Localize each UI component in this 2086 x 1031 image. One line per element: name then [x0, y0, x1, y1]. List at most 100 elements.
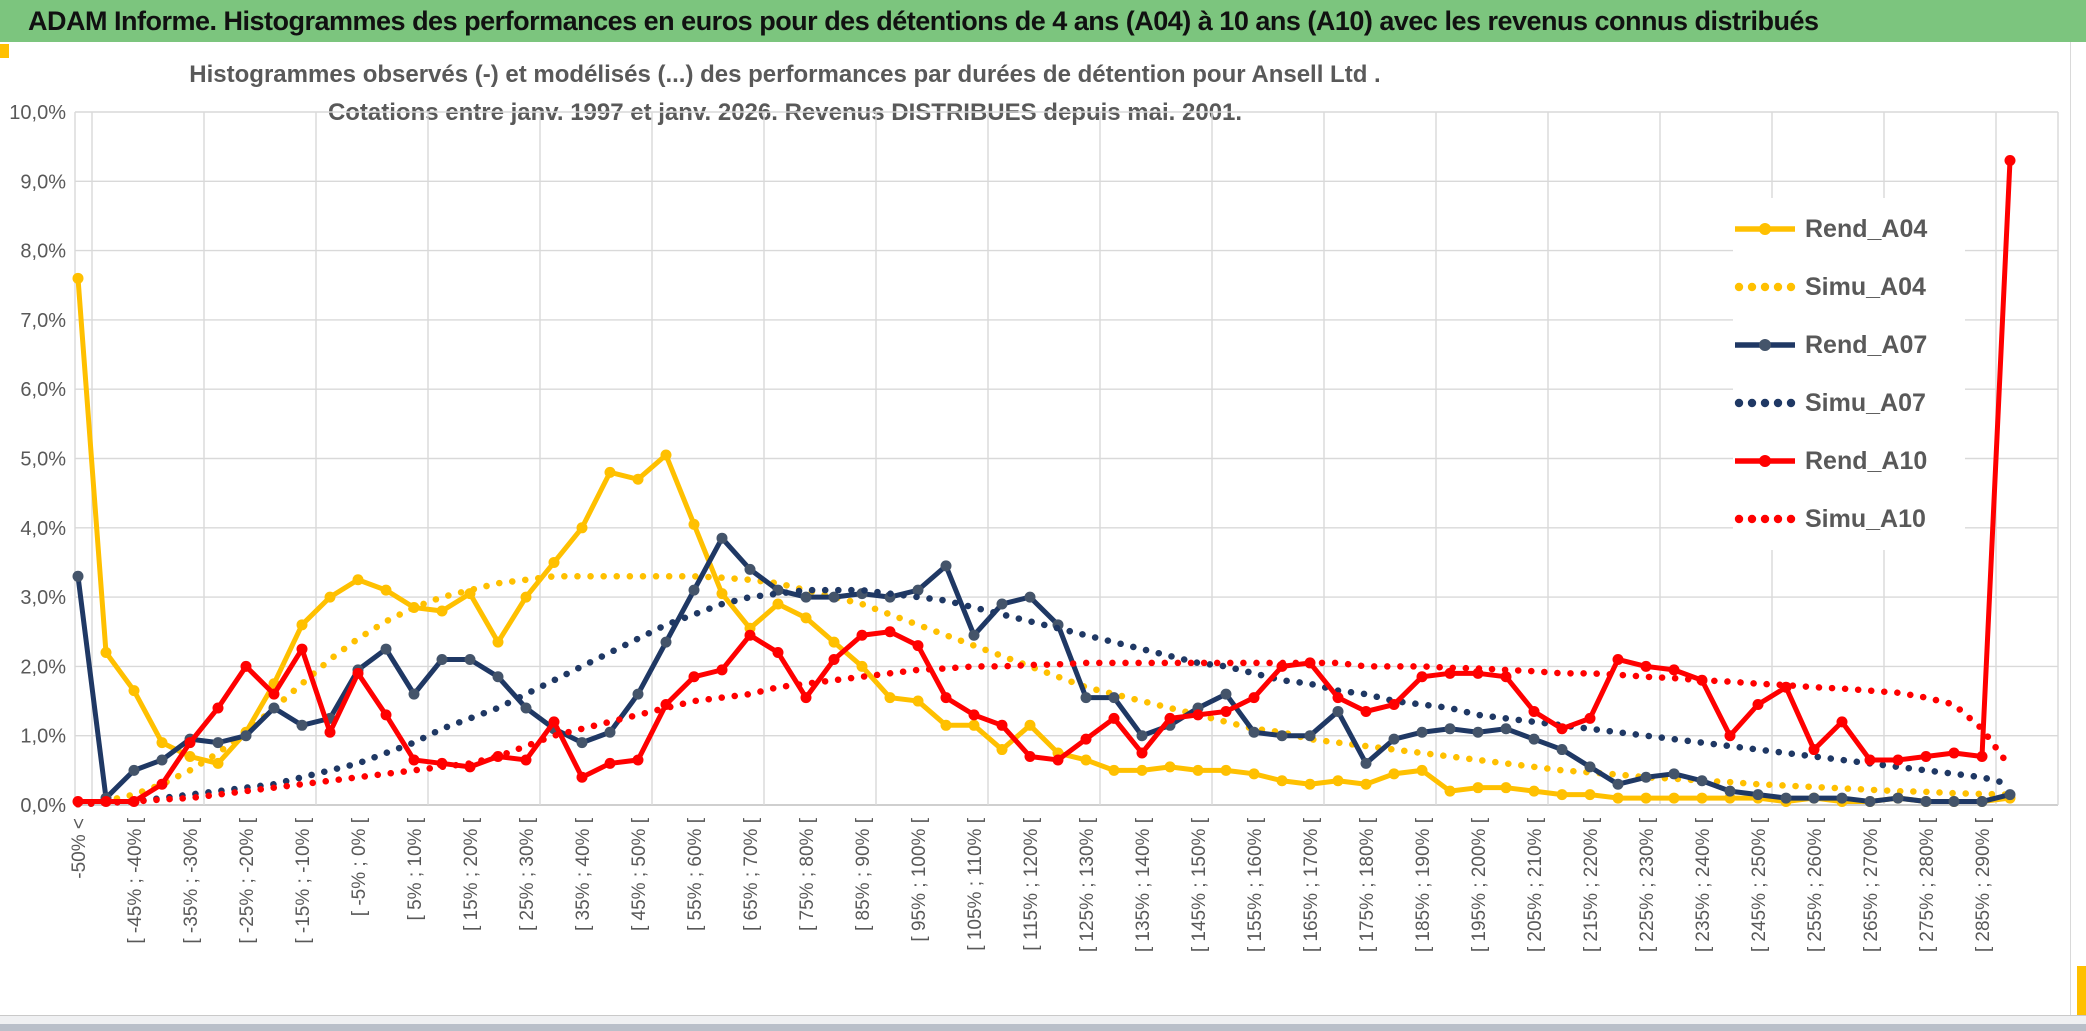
- data-point-marker: [1976, 796, 1988, 808]
- x-tick-label: [ 15% ; 20% [: [461, 817, 482, 931]
- data-point-marker: [492, 636, 504, 648]
- data-point-marker: [912, 640, 924, 652]
- x-tick-label: [ 135% ; 140% [: [1133, 817, 1154, 952]
- data-point-marker: [996, 744, 1008, 756]
- data-point-marker: [1948, 747, 1960, 759]
- data-point-marker: [2004, 789, 2016, 801]
- data-point-marker: [828, 591, 840, 603]
- data-point-marker: [1248, 768, 1260, 780]
- series-dotted-line[interactable]: [74, 586, 2014, 808]
- simu-a07-series[interactable]: [74, 586, 2014, 808]
- data-point-marker: [492, 750, 504, 762]
- data-point-marker: [884, 692, 896, 704]
- data-point-marker: [1892, 754, 1904, 766]
- data-point-marker: [604, 466, 616, 478]
- data-point-marker: [1472, 667, 1484, 679]
- data-point-marker: [1668, 768, 1680, 780]
- data-point-marker: [1304, 657, 1316, 669]
- data-point-marker: [576, 737, 588, 749]
- legend-solid-line-swatch: [1735, 455, 1795, 467]
- data-point-marker: [1472, 782, 1484, 794]
- legend-item-simu_a07[interactable]: Simu_A07: [1733, 378, 1965, 428]
- x-tick-label: [ 35% ; 40% [: [573, 817, 594, 931]
- y-axis-labels: 10,0% 9,0% 8,0% 7,0% 6,0% 5,0% 4,0% 3,0% 2,0% 1,0…: [9, 102, 66, 817]
- x-tick-label: [ 25% ; 30% [: [517, 817, 538, 931]
- x-tick-label: [ 175% ; 180% [: [1357, 817, 1378, 952]
- data-point-marker: [380, 584, 392, 596]
- data-point-marker: [128, 764, 140, 776]
- bottom-band-light: [0, 1016, 2086, 1024]
- legend-item-rend_a07[interactable]: Rend_A07: [1733, 320, 1965, 370]
- x-axis-labels: -50% < [ -45% ; -40% [[ -35% ; -30% [[ -2…: [69, 817, 1994, 952]
- data-point-marker: [744, 629, 756, 641]
- x-tick-label: [ 145% ; 150% [: [1189, 817, 1210, 952]
- data-point-marker: [380, 643, 392, 655]
- data-point-marker: [156, 778, 168, 790]
- data-point-marker: [996, 598, 1008, 610]
- data-point-marker: [296, 619, 308, 631]
- y-tick-label: 9,0%: [20, 171, 66, 193]
- data-point-marker: [1080, 692, 1092, 704]
- yellow-border-accent-top-left: [0, 44, 9, 58]
- legend-label: Simu_A07: [1805, 388, 1926, 417]
- data-point-marker: [1472, 726, 1484, 738]
- x-tick-label: [ -45% ; -40% [: [125, 817, 146, 943]
- x-tick-label: [ 5% ; 10% [: [405, 817, 426, 920]
- rend-a10-series[interactable]: [72, 155, 2016, 808]
- x-tick-label: [ -25% ; -20% [: [237, 817, 258, 943]
- data-point-marker: [1556, 789, 1568, 801]
- data-point-marker: [1248, 726, 1260, 738]
- data-point-marker: [996, 719, 1008, 731]
- data-point-marker: [1024, 719, 1036, 731]
- data-point-marker: [716, 664, 728, 676]
- legend-dotted-line-swatch: [1734, 398, 1796, 408]
- chart-legend: Rend_A04 Simu_A04 Rend_A07 Simu_A07 Rend_A10…: [1733, 198, 1965, 550]
- x-tick-label: [ 255% ; 260% [: [1805, 817, 1826, 952]
- data-point-marker: [856, 660, 868, 672]
- simu-a10-series[interactable]: [74, 659, 2014, 808]
- data-point-marker: [604, 757, 616, 769]
- data-point-marker: [1696, 792, 1708, 804]
- data-point-marker: [1332, 705, 1344, 717]
- data-point-marker: [380, 709, 392, 721]
- data-point-marker: [1304, 778, 1316, 790]
- legend-item-simu_a04[interactable]: Simu_A04: [1733, 262, 1965, 312]
- series-line[interactable]: [75, 275, 2013, 805]
- data-point-marker: [1640, 771, 1652, 783]
- x-tick-label: [ 225% ; 230% [: [1637, 817, 1658, 952]
- data-point-marker: [1136, 730, 1148, 742]
- data-point-marker: [856, 629, 868, 641]
- data-point-marker: [324, 591, 336, 603]
- data-point-marker: [1500, 671, 1512, 683]
- legend-item-rend_a10[interactable]: Rend_A10: [1733, 436, 1965, 486]
- x-tick-label: [ 165% ; 170% [: [1301, 817, 1322, 952]
- legend-item-rend_a04[interactable]: Rend_A04: [1733, 204, 1965, 254]
- series-line[interactable]: [75, 535, 2013, 805]
- data-point-marker: [800, 612, 812, 624]
- data-point-marker: [1612, 792, 1624, 804]
- data-point-marker: [1556, 723, 1568, 735]
- data-point-marker: [1276, 775, 1288, 787]
- data-point-marker: [1752, 789, 1764, 801]
- y-tick-label: 5,0%: [20, 449, 66, 471]
- legend-item-simu_a10[interactable]: Simu_A10: [1733, 494, 1965, 544]
- series-dotted-line[interactable]: [74, 659, 2014, 808]
- data-point-marker: [800, 591, 812, 603]
- data-point-marker: [968, 719, 980, 731]
- data-point-marker: [1360, 705, 1372, 717]
- data-point-marker: [240, 660, 252, 672]
- data-point-marker: [716, 588, 728, 600]
- data-point-marker: [688, 518, 700, 530]
- data-point-marker: [1024, 591, 1036, 603]
- data-point-marker: [1584, 789, 1596, 801]
- data-point-marker: [1752, 699, 1764, 711]
- x-tick-label: [ 155% ; 160% [: [1245, 817, 1266, 952]
- data-point-marker: [520, 702, 532, 714]
- data-point-marker: [1388, 733, 1400, 745]
- series-line[interactable]: [75, 158, 2013, 805]
- x-tick-label: [ 45% ; 50% [: [629, 817, 650, 931]
- data-point-marker: [1220, 688, 1232, 700]
- rend-a07-series[interactable]: [72, 532, 2016, 808]
- data-point-marker: [156, 754, 168, 766]
- data-point-marker: [1500, 723, 1512, 735]
